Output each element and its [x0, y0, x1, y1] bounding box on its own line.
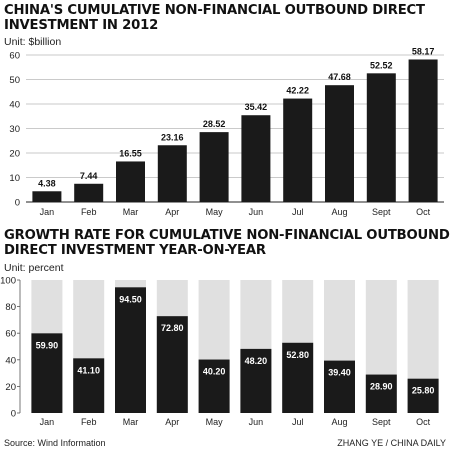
chart2-ytick-label: 100: [0, 276, 16, 287]
chart2-bar: [240, 348, 272, 413]
chart1-data-label: 47.68: [328, 72, 351, 82]
chart2-bar: [115, 287, 146, 413]
chart1-ytick-label: 40: [9, 100, 20, 111]
chart2-data-label: 28.90: [370, 382, 393, 392]
chart1-data-label: 23.16: [161, 132, 184, 142]
chart2-xtick-label: Aug: [331, 417, 347, 427]
chart1-bar: [325, 85, 354, 202]
chart1-xtick-label: Jan: [40, 207, 55, 217]
chart1-bar: [199, 132, 229, 202]
chart2-bar: [324, 360, 355, 413]
chart1-title-line-1: CHINA'S CUMULATIVE NON-FINANCIAL OUTBOUN…: [4, 3, 425, 18]
chart1-bar: [116, 161, 145, 202]
chart1-ytick-label: 30: [9, 124, 20, 135]
chart1-data-label: 7.44: [80, 171, 98, 181]
chart1-data-label: 28.52: [203, 119, 226, 129]
investment-bar-chart: 0 10 20 30 40 50 60 4.38 Jan 7.44 Feb 16.55 Mar 23.16…: [9, 46, 444, 217]
chart2-bar: [365, 374, 397, 413]
chart1-xtick-label: Jun: [249, 207, 264, 217]
chart2-bar: [407, 378, 439, 413]
chart2-data-label: 25.80: [412, 386, 435, 396]
chart2-data-label: 48.20: [245, 356, 268, 366]
chart2-xtick-label: Oct: [416, 417, 431, 427]
chart1-unit: Unit: $billion: [4, 36, 62, 48]
chart1-ytick-label: 10: [9, 173, 20, 184]
chart1-ytick-label: 50: [9, 75, 20, 86]
chart1-bar: [408, 59, 438, 202]
chart1-bar: [32, 191, 62, 202]
chart2-data-label: 94.50: [119, 294, 142, 304]
chart2-xtick-label: Jun: [249, 417, 264, 427]
chart1-data-label: 4.38: [38, 178, 56, 188]
chart1-ytick-label: 60: [9, 51, 20, 62]
chart2-data-label: 52.80: [286, 350, 309, 360]
chart1-bar: [366, 73, 396, 203]
chart1-xtick-label: May: [206, 207, 224, 217]
chart1-title-line-2: INVESTMENT IN 2012: [4, 18, 159, 33]
chart2-ytick-label: 60: [5, 329, 16, 340]
chart2-data-label: 72.80: [161, 323, 184, 333]
chart1-ytick-label: 0: [15, 198, 20, 209]
chart2-bar: [31, 333, 63, 413]
chart1-xtick-label: Oct: [416, 207, 431, 217]
chart2-data-label: 39.40: [328, 368, 351, 378]
chart1-bar: [157, 145, 187, 202]
chart2-ytick-label: 40: [5, 355, 16, 366]
chart2-title: GROWTH RATE FOR CUMULATIVE NON-FINANCIAL…: [4, 228, 450, 258]
chart2-xtick-label: Jul: [292, 417, 304, 427]
chart2-bar: [282, 342, 314, 413]
chart1-data-label: 52.52: [370, 60, 393, 70]
chart1-bar: [241, 115, 271, 202]
chart2-data-label: 40.20: [203, 367, 226, 377]
chart2-title-line-1: GROWTH RATE FOR CUMULATIVE NON-FINANCIAL…: [4, 228, 450, 243]
chart1-bar: [283, 98, 313, 202]
chart1-xtick-label: Apr: [165, 207, 179, 217]
chart2-data-label: 59.90: [36, 340, 59, 350]
source-note: Source: Wind Information: [4, 438, 106, 448]
credit-note: ZHANG YE / CHINA DAILY: [337, 438, 446, 448]
chart1-data-label: 16.55: [119, 148, 142, 158]
chart2-ytick-label: 0: [11, 409, 16, 420]
chart1-data-label: 42.22: [286, 86, 309, 96]
chart1-xtick-label: Jul: [292, 207, 304, 217]
chart1-data-label: 35.42: [245, 102, 268, 112]
chart2-xtick-label: May: [206, 417, 224, 427]
chart2-bar: [156, 316, 188, 413]
chart2-ytick-label: 20: [5, 382, 16, 393]
chart1-xtick-label: Mar: [123, 207, 139, 217]
chart2-xtick-label: Feb: [81, 417, 97, 427]
chart1-xtick-label: Sept: [372, 207, 391, 217]
chart1-ytick-label: 20: [9, 149, 20, 160]
chart1-xtick-label: Aug: [331, 207, 347, 217]
chart2-ytick-label: 80: [5, 302, 16, 313]
chart2-xtick-label: Mar: [123, 417, 139, 427]
chart1-bar: [74, 183, 104, 202]
chart2-xtick-label: Apr: [165, 417, 179, 427]
chart1-data-label: 58.17: [412, 46, 435, 56]
chart1-title: CHINA'S CUMULATIVE NON-FINANCIAL OUTBOUN…: [4, 3, 425, 33]
chart2-data-label: 41.10: [77, 365, 100, 375]
chart2-title-line-2: DIRECT INVESTMENT YEAR-ON-YEAR: [4, 243, 266, 258]
chart2-xtick-label: Sept: [372, 417, 391, 427]
chart2-bar: [198, 359, 230, 413]
chart1-xtick-label: Feb: [81, 207, 97, 217]
chart2-xtick-label: Jan: [40, 417, 55, 427]
chart2-unit: Unit: percent: [4, 262, 64, 274]
chart2-bar: [73, 358, 105, 413]
